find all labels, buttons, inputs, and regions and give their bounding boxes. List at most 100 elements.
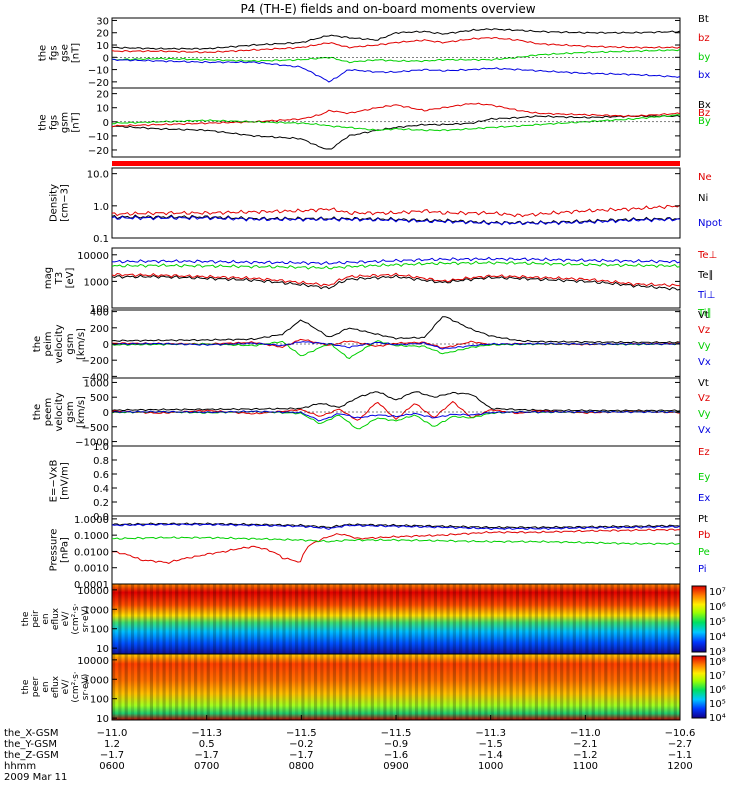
spectrogram-texture: [572, 654, 576, 720]
x-tick-label: 1200: [667, 761, 692, 772]
y-tick-label: −200: [82, 356, 109, 367]
x-tick-label: −11.3: [191, 728, 222, 739]
y-axis-label: mag: [43, 267, 54, 289]
spectrogram-texture: [351, 584, 355, 654]
panel-frame: [111, 167, 681, 239]
panel-frame: [111, 247, 681, 309]
spectrogram-texture: [553, 584, 557, 654]
y-axis-label: T3: [54, 272, 65, 285]
y-axis-label: eV/: [61, 679, 71, 695]
colorbar-label: 10⁶: [709, 685, 726, 696]
spectrogram-texture: [490, 584, 494, 654]
spectrogram-texture: [200, 654, 204, 720]
y-tick-label: 10000: [77, 656, 109, 667]
spectrogram-texture: [623, 584, 627, 654]
x-tick-label: 1000: [478, 761, 503, 772]
spectrogram-texture: [345, 654, 349, 720]
spectrogram-texture: [534, 584, 538, 654]
x-tick-label: −11.0: [97, 728, 128, 739]
x-tick-label: −10.6: [665, 728, 696, 739]
spectrogram-texture: [326, 584, 330, 654]
y-axis-label: en: [41, 681, 51, 692]
legend-label: Te∥: [697, 270, 714, 281]
spectrogram-texture: [130, 654, 135, 720]
series-line-temperature-2: [111, 256, 681, 266]
y-axis-label: eflux: [51, 675, 61, 698]
y-tick-label: 100: [90, 625, 109, 636]
spectrogram-texture: [673, 654, 677, 720]
spectrogram-texture: [579, 654, 583, 720]
y-tick-label: 30: [96, 16, 109, 27]
spectrogram-peir: 10000 1000 100 10 the peir en eflux eV/(cm²·s· sr…: [21, 583, 726, 658]
legend-label: by: [698, 52, 710, 63]
spectrogram-texture: [112, 584, 116, 654]
y-tick-label: 1.0000: [74, 515, 109, 526]
legend-label: bz: [698, 33, 710, 44]
spectrogram-texture: [194, 584, 198, 654]
spectrogram-texture: [440, 654, 444, 720]
spectrogram-texture: [377, 584, 381, 654]
spectrogram-texture: [673, 584, 677, 654]
spectrogram-texture: [623, 654, 627, 720]
panel-peim-velocity: Vt Vz Vy Vx 400 200 0 −200 −400 the peim velocity gs…: [32, 308, 711, 384]
x-tick-label: 1100: [573, 761, 598, 772]
spectrogram-texture: [402, 584, 406, 654]
spectrogram-texture: [629, 584, 633, 654]
colorbar-label: 10⁵: [709, 699, 726, 710]
y-tick-label: 10.0: [87, 170, 109, 181]
colorbar-label: 10⁷: [709, 587, 726, 598]
spectrogram-texture: [528, 654, 532, 720]
spectrogram-texture: [616, 654, 621, 720]
colorbar-label: 10⁵: [709, 617, 726, 628]
spectrogram-texture: [181, 584, 185, 654]
x-tick-label: −11.5: [381, 728, 412, 739]
y-axis-label: peer: [31, 676, 41, 697]
x-tick-label: −1.5: [479, 739, 503, 750]
spectrogram-texture: [244, 584, 248, 654]
spectrogram-texture: [572, 584, 576, 654]
spectrogram-texture: [478, 654, 482, 720]
spectrogram-texture: [269, 584, 273, 654]
spectrogram-texture: [206, 654, 210, 720]
spectrogram-texture: [288, 584, 292, 654]
y-tick-label: 0.8: [93, 456, 109, 467]
spectrogram-texture: [597, 654, 602, 720]
y-tick-label: 0: [103, 408, 109, 419]
y-tick-label: −20: [88, 78, 109, 89]
y-tick-label: 0.6: [93, 470, 109, 481]
legend-label: Vt: [698, 378, 709, 389]
spectrogram-texture: [238, 584, 242, 654]
y-tick-label: 10: [96, 714, 109, 725]
spectrogram-texture: [187, 584, 191, 654]
series-line-density-2: [111, 215, 681, 226]
spectrogram-texture: [534, 654, 538, 720]
spectrogram-texture: [250, 654, 254, 720]
legend-label: Vy: [698, 409, 711, 420]
spectrogram-texture: [168, 584, 172, 654]
x-tick-label: −1.7: [100, 750, 124, 761]
y-axis-label: the: [38, 114, 49, 130]
spectrogram-texture: [137, 654, 141, 720]
spectrogram-texture: [604, 584, 608, 654]
y-tick-label: 0.0001: [74, 580, 109, 591]
y-axis-label: velocity: [54, 324, 65, 363]
spectrogram-texture: [515, 584, 520, 654]
y-tick-label: 1000: [84, 605, 109, 616]
colorbar-label: 10⁷: [709, 671, 726, 682]
spectrogram-texture: [332, 584, 337, 654]
spectrogram-texture: [364, 584, 368, 654]
x-tick-label: −2.1: [573, 739, 597, 750]
spectrogram-texture: [465, 654, 469, 720]
spectrogram-texture: [320, 654, 324, 720]
spectrogram-texture: [667, 654, 671, 720]
x-tick-label: 0700: [194, 761, 219, 772]
spectrogram-texture: [465, 584, 469, 654]
legend-label: Ez: [698, 447, 710, 458]
spectrogram-texture: [389, 584, 393, 654]
spectrogram-texture: [642, 654, 646, 720]
series-line-peem-velocity-0: [111, 391, 681, 412]
